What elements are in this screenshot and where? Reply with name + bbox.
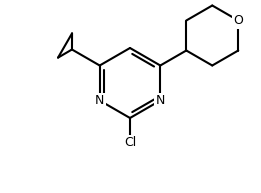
Text: N: N xyxy=(156,94,165,107)
Text: Cl: Cl xyxy=(124,136,136,150)
Text: O: O xyxy=(233,14,243,27)
Text: N: N xyxy=(95,94,104,107)
